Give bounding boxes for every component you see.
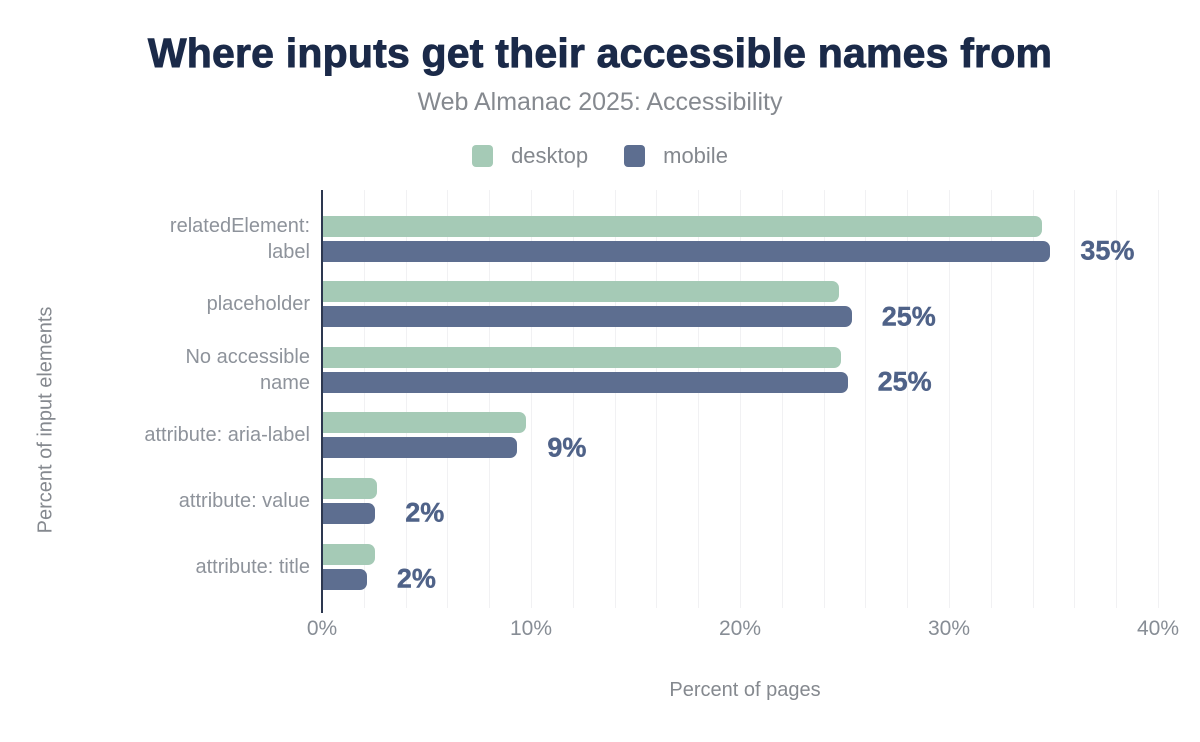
category-label: No accessible name	[185, 345, 310, 394]
y-axis-title: Percent of input elements	[34, 306, 57, 534]
category-label: attribute: title	[195, 555, 310, 578]
gridline	[1032, 190, 1034, 608]
bar-desktop[interactable]	[323, 346, 842, 368]
mobile-swatch	[624, 145, 646, 167]
value-annotation: 25%	[877, 366, 932, 397]
legend: desktop mobile	[0, 143, 1200, 169]
gridline	[823, 190, 825, 608]
gridline	[572, 190, 574, 608]
category-label: placeholder	[206, 293, 310, 316]
legend-item-mobile[interactable]: mobile	[624, 143, 728, 169]
gridline	[363, 190, 365, 608]
legend-label-mobile: mobile	[663, 143, 728, 168]
gridline	[531, 190, 532, 608]
category-label: relatedElement: label	[169, 214, 310, 263]
desktop-swatch	[472, 145, 494, 167]
chart-title: Where inputs get their accessible names …	[147, 30, 1053, 77]
x-tick-label: 20%	[718, 617, 762, 640]
gridline	[698, 190, 700, 608]
x-tick-label: 30%	[927, 617, 971, 640]
bar-mobile[interactable]	[323, 502, 376, 524]
value-annotation: 25%	[881, 301, 936, 332]
gridline	[489, 190, 491, 608]
gridline	[740, 190, 741, 608]
gridline	[865, 190, 867, 608]
bar-desktop[interactable]	[323, 543, 376, 565]
bar-desktop[interactable]	[323, 215, 1042, 237]
value-annotation: 9%	[547, 432, 587, 463]
category-label: attribute: aria-label	[144, 424, 310, 447]
value-annotation: 2%	[396, 563, 436, 594]
gridline	[1158, 190, 1159, 608]
gridline	[781, 190, 783, 608]
bar-mobile[interactable]	[323, 240, 1051, 262]
bar-mobile[interactable]	[323, 437, 518, 459]
gridline	[990, 190, 992, 608]
legend-item-desktop[interactable]: desktop	[472, 143, 588, 169]
bar-mobile[interactable]	[323, 371, 848, 393]
bar-desktop[interactable]	[323, 281, 840, 303]
bar-desktop[interactable]	[323, 477, 378, 499]
gridline	[614, 190, 616, 608]
gridline	[1116, 190, 1118, 608]
gridline	[949, 190, 950, 608]
gridline	[447, 190, 449, 608]
y-axis-line	[321, 190, 323, 613]
bar-desktop[interactable]	[323, 412, 526, 434]
category-label: attribute: value	[178, 489, 310, 512]
x-tick-label: 10%	[509, 617, 553, 640]
value-annotation: 2%	[405, 497, 445, 528]
gridline	[405, 190, 407, 608]
gridline	[907, 190, 909, 608]
legend-label-desktop: desktop	[511, 143, 589, 168]
gridline	[1074, 190, 1076, 608]
value-annotation: 35%	[1080, 235, 1135, 266]
x-tick-label: 0%	[306, 617, 338, 640]
chart-subtitle: Web Almanac 2025: Accessibility	[417, 88, 783, 116]
gridline	[656, 190, 658, 608]
x-tick-label: 40%	[1136, 617, 1180, 640]
bar-mobile[interactable]	[323, 568, 367, 590]
x-axis-title: Percent of pages	[669, 679, 821, 701]
bar-mobile[interactable]	[323, 306, 852, 328]
